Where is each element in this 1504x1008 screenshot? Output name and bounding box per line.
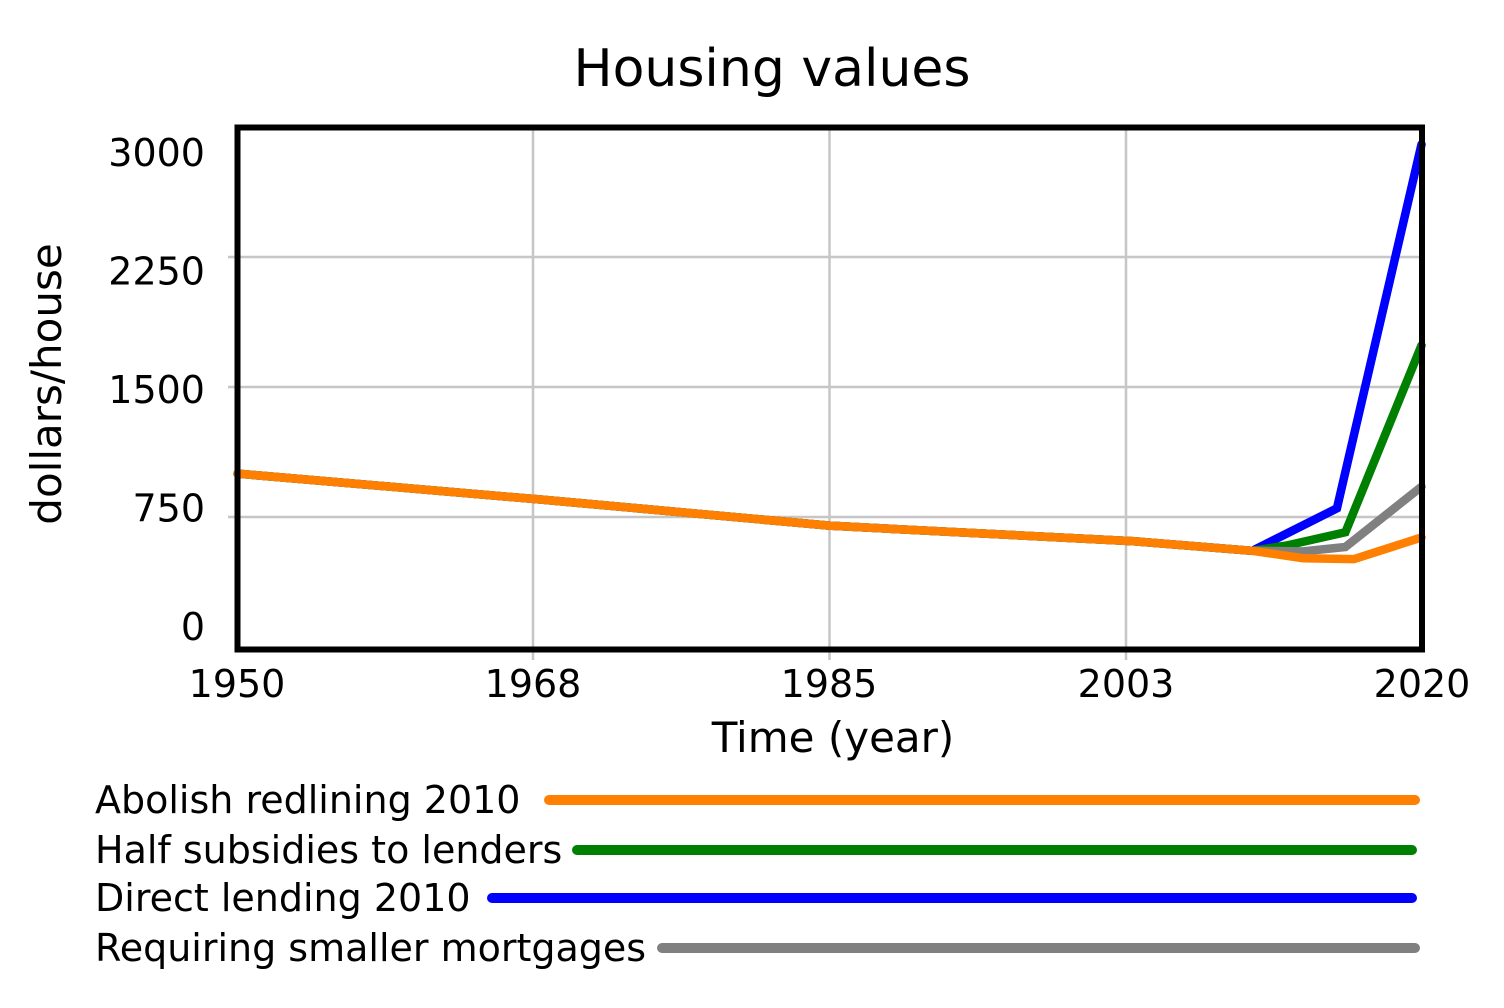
y-tick-label-1500: 1500	[108, 368, 205, 412]
y-tick-label-3000: 3000	[108, 131, 205, 175]
x-axis-ticks: 1950 1968 1985 2003 2020	[189, 662, 1471, 706]
x-axis-label: Time (year)	[711, 713, 955, 762]
legend-row-abolish-redlining: Abolish redlining 2010	[95, 778, 1420, 822]
y-tick-label-750: 750	[132, 487, 205, 531]
legend-row-half-subsidies: Half subsidies to lenders	[95, 828, 1417, 872]
legend-label-abolish-redlining: Abolish redlining 2010	[95, 778, 520, 822]
chart-title: Housing values	[573, 39, 970, 99]
gridlines	[228, 130, 1420, 660]
legend-row-smaller-mortgages: Requiring smaller mortgages	[95, 926, 1420, 970]
legend-label-smaller-mortgages: Requiring smaller mortgages	[95, 926, 646, 970]
y-axis-ticks: 0 750 1500 2250 3000	[108, 131, 205, 649]
y-tick-label-2250: 2250	[108, 250, 205, 294]
y-tick-label-0: 0	[181, 605, 205, 649]
plot-frame	[234, 124, 1425, 653]
x-tick-label-2020: 2020	[1374, 662, 1471, 706]
legend-row-direct-lending: Direct lending 2010	[95, 876, 1417, 920]
series-lines	[233, 140, 1426, 564]
x-tick-label-2003: 2003	[1078, 662, 1175, 706]
legend-label-half-subsidies: Half subsidies to lenders	[95, 828, 562, 872]
series-line-abolish-redlining-2010	[233, 469, 1426, 564]
legend: Abolish redlining 2010 Half subsidies to…	[95, 778, 1420, 970]
x-tick-label-1968: 1968	[485, 662, 582, 706]
x-tick-label-1985: 1985	[781, 662, 878, 706]
legend-label-direct-lending: Direct lending 2010	[95, 876, 471, 920]
y-axis-label: dollars/house	[22, 243, 71, 524]
x-tick-label-1950: 1950	[189, 662, 286, 706]
